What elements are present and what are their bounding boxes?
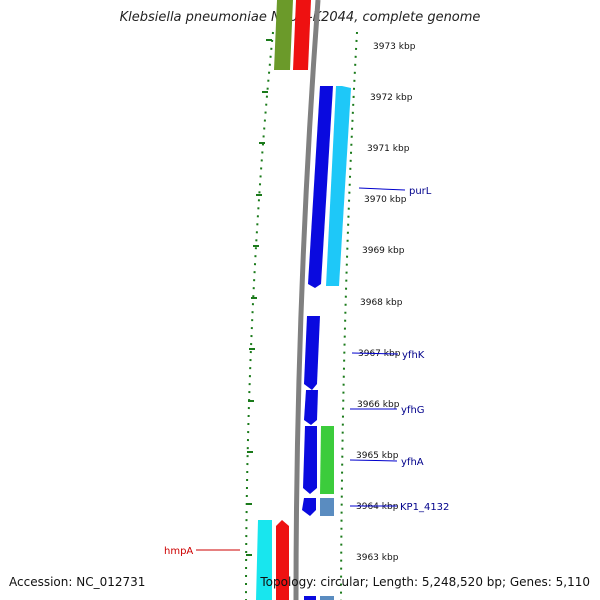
gene-label-hmpA: hmpA [164,546,193,557]
feature-cyan-hmpA [256,520,272,600]
feature-blue-bottom [304,596,316,600]
features [256,0,351,600]
genome-backbone [293,0,321,600]
feature-cyan-purL [326,86,351,286]
feature-steel-bottom [320,596,334,600]
tick-label: 3972 kbp [370,93,413,103]
gene-label-purL: purL [409,186,432,197]
gene-label-yfhA: yfhA [401,457,424,468]
accession-label: Accession: NC_012731 [9,575,146,589]
feature-blue-KP1_4132 [302,498,316,516]
tick-label: 3964 kbp [356,502,399,512]
feature-green-yfhA [320,426,334,494]
genome-summary: Topology: circular; Length: 5,248,520 bp… [260,575,590,589]
feature-blue-yfhK [304,316,320,390]
tick-label: 3965 kbp [356,451,399,461]
minor-ticks [246,39,272,556]
tick-labels: 3973 kbp 3972 kbp 3971 kbp 3970 kbp 3969… [356,42,416,563]
tick-label: 3971 kbp [367,144,410,154]
gene-label-yfhK: yfhK [402,350,425,361]
tick-label: 3966 kbp [357,400,400,410]
tick-label: 3973 kbp [373,42,416,52]
gene-labels: purL yfhK yfhG yfhA KP1_4132 hmpA [164,186,449,557]
feature-blue-yfhG [304,390,318,425]
gene-label-yfhG: yfhG [401,405,425,416]
inner-dotted-ruler [245,31,274,600]
feature-red-hmpA [276,520,289,600]
feature-steel-KP1_4132 [320,498,334,516]
leader-lines [196,187,406,551]
feature-olive-top [274,0,293,70]
tick-label: 3963 kbp [356,553,399,563]
tick-label: 3970 kbp [364,195,407,205]
tick-label: 3968 kbp [360,298,403,308]
feature-blue-yfhA [303,426,317,494]
gene-label-KP1_4132: KP1_4132 [400,502,449,513]
feature-blue-purL [308,86,333,288]
tick-label: 3969 kbp [362,246,405,256]
feature-red-top [293,0,311,70]
